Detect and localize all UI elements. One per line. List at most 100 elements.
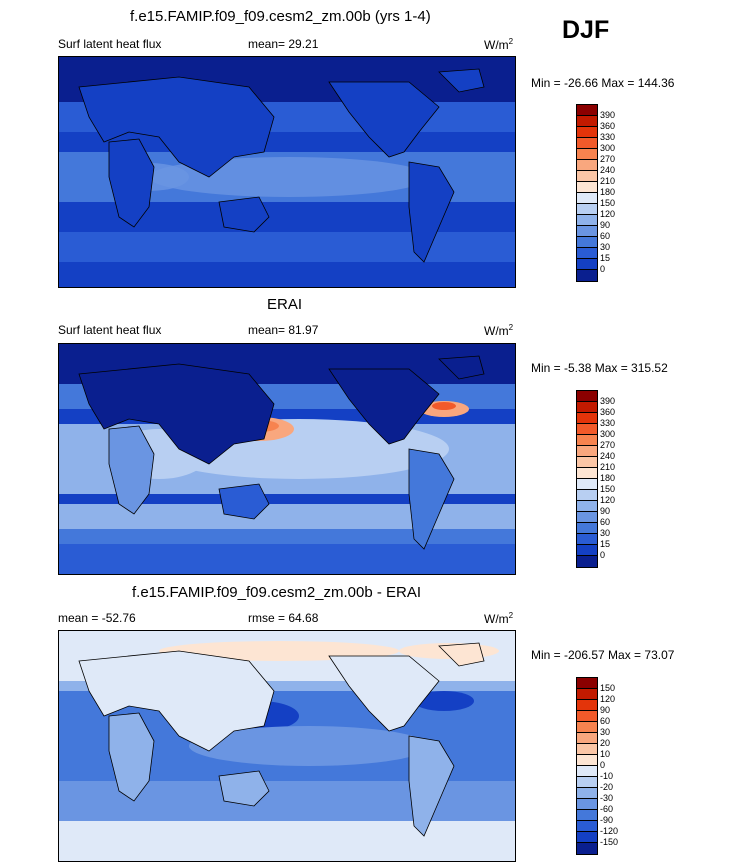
colorbar-tick-label: 150 xyxy=(600,683,616,693)
colorbar-tick-label: 30 xyxy=(600,727,611,737)
colorbar-tick-label: 90 xyxy=(600,506,611,516)
colorbar-swatch xyxy=(576,831,598,843)
panel3-title: f.e15.FAMIP.f09_f09.cesm2_zm.00b - ERAI xyxy=(132,584,422,601)
colorbar-swatch xyxy=(576,412,598,424)
colorbar-swatch xyxy=(576,544,598,556)
colorbar-tick-label: 240 xyxy=(600,451,616,461)
colorbar-swatch xyxy=(576,842,598,855)
colorbar-swatch xyxy=(576,159,598,171)
colorbar-swatch xyxy=(576,148,598,160)
colorbar-swatch xyxy=(576,247,598,259)
colorbar-tick-label: -30 xyxy=(600,793,614,803)
panel3-minmax: Min = -206.57 Max = 73.07 xyxy=(531,648,675,662)
panel3-rmse-label: rmse = 64.68 xyxy=(248,611,319,625)
colorbar-tick-label: 120 xyxy=(600,694,616,704)
colorbar-tick-label: -150 xyxy=(600,837,619,847)
colorbar-tick-label: 90 xyxy=(600,705,611,715)
colorbar-tick-label: 210 xyxy=(600,462,616,472)
colorbar-tick-label: -20 xyxy=(600,782,614,792)
colorbar-tick-label: 60 xyxy=(600,231,611,241)
panel1-colorbar: 390 360 330 300 270 240 210 180 150 120 90 60 30 15 0 xyxy=(576,104,656,282)
colorbar-tick-label: 0 xyxy=(600,760,606,770)
panel1-map xyxy=(58,56,516,288)
panel1-mean-label: mean= 29.21 xyxy=(248,37,319,51)
colorbar-swatch xyxy=(576,137,598,149)
colorbar-swatch xyxy=(576,721,598,733)
colorbar-swatch xyxy=(576,710,598,722)
colorbar-tick-label: 150 xyxy=(600,484,616,494)
panel1-units: W/m2 xyxy=(484,37,514,52)
panel2-title: ERAI xyxy=(267,296,303,313)
colorbar-swatch xyxy=(576,809,598,821)
colorbar-tick-label: 60 xyxy=(600,716,611,726)
panel3-colorbar: 150 120 90 60 30 20 10 0 -10 -20 -30 -60 -90 -120 -150 xyxy=(576,677,656,855)
colorbar-tick-label: 15 xyxy=(600,539,611,549)
colorbar-tick-label: 270 xyxy=(600,440,616,450)
colorbar-tick-label: -10 xyxy=(600,771,614,781)
colorbar-tick-label: 90 xyxy=(600,220,611,230)
colorbar-swatch xyxy=(576,434,598,446)
colorbar-tick-label: 10 xyxy=(600,749,611,759)
colorbar-swatch xyxy=(576,258,598,270)
panel2-colorbar: 390 360 330 300 270 240 210 180 150 120 90 60 30 15 0 xyxy=(576,390,656,568)
colorbar-tick-label: 360 xyxy=(600,407,616,417)
colorbar-tick-label: 300 xyxy=(600,143,616,153)
colorbar-tick-label: 360 xyxy=(600,121,616,131)
colorbar-swatch xyxy=(576,489,598,501)
panel2-minmax: Min = -5.38 Max = 315.52 xyxy=(531,361,668,375)
panel3-units: W/m2 xyxy=(484,611,514,626)
colorbar-swatch xyxy=(576,269,598,282)
panel2-map xyxy=(58,343,516,575)
colorbar-tick-label: 120 xyxy=(600,495,616,505)
colorbar-tick-label: 0 xyxy=(600,550,606,560)
colorbar-swatch xyxy=(576,192,598,204)
colorbar-swatch xyxy=(576,478,598,490)
colorbar-tick-label: 20 xyxy=(600,738,611,748)
colorbar-swatch xyxy=(576,522,598,534)
panel3-mean-label: mean = -52.76 xyxy=(58,611,136,625)
colorbar-tick-label: 210 xyxy=(600,176,616,186)
colorbar-tick-label: 60 xyxy=(600,517,611,527)
colorbar-tick-label: 180 xyxy=(600,187,616,197)
colorbar-swatch xyxy=(576,456,598,468)
colorbar-tick-label: 120 xyxy=(600,209,616,219)
colorbar-swatch xyxy=(576,677,598,689)
colorbar-tick-label: 240 xyxy=(600,165,616,175)
colorbar-swatch xyxy=(576,115,598,127)
season-label: DJF xyxy=(562,16,610,44)
colorbar-swatch xyxy=(576,181,598,193)
colorbar-swatch xyxy=(576,225,598,237)
panel1-minmax: Min = -26.66 Max = 144.36 xyxy=(531,76,675,90)
colorbar-swatch xyxy=(576,533,598,545)
panel1-title: f.e15.FAMIP.f09_f09.cesm2_zm.00b (yrs 1-… xyxy=(130,8,431,25)
colorbar-swatch xyxy=(576,511,598,523)
colorbar-tick-label: 0 xyxy=(600,264,606,274)
panel3-map xyxy=(58,630,516,862)
colorbar-swatch xyxy=(576,401,598,413)
colorbar-swatch xyxy=(576,214,598,226)
colorbar-swatch xyxy=(576,820,598,832)
colorbar-swatch xyxy=(576,743,598,755)
colorbar-swatch xyxy=(576,236,598,248)
colorbar-tick-label: 15 xyxy=(600,253,611,263)
colorbar-swatch xyxy=(576,423,598,435)
colorbar-tick-label: 330 xyxy=(600,132,616,142)
colorbar-swatch xyxy=(576,787,598,799)
colorbar-swatch xyxy=(576,754,598,766)
colorbar-swatch xyxy=(576,445,598,457)
colorbar-tick-label: 390 xyxy=(600,396,616,406)
colorbar-tick-label: -60 xyxy=(600,804,614,814)
colorbar-swatch xyxy=(576,203,598,215)
panel2-mean-label: mean= 81.97 xyxy=(248,323,319,337)
panel1-variable-label: Surf latent heat flux xyxy=(58,37,162,51)
colorbar-swatch xyxy=(576,798,598,810)
colorbar-tick-label: 390 xyxy=(600,110,616,120)
colorbar-swatch xyxy=(576,765,598,777)
colorbar-swatch xyxy=(576,776,598,788)
colorbar-swatch xyxy=(576,500,598,512)
colorbar-tick-label: 30 xyxy=(600,528,611,538)
colorbar-tick-label: 150 xyxy=(600,198,616,208)
colorbar-swatch xyxy=(576,732,598,744)
panel2-units: W/m2 xyxy=(484,323,514,338)
colorbar-tick-label: 300 xyxy=(600,429,616,439)
